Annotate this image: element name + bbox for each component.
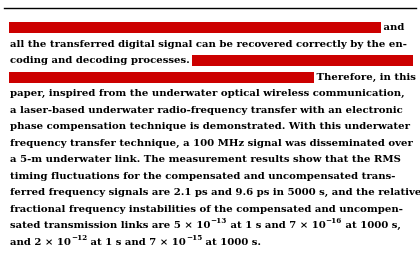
Text: coding and decoding processes.: coding and decoding processes. <box>10 56 193 65</box>
Text: at 1 s and 7 × 10: at 1 s and 7 × 10 <box>87 238 186 247</box>
Text: ferred frequency signals are 2.1 ps and 9.6 ps in 5000 s, and the relative: ferred frequency signals are 2.1 ps and … <box>10 188 420 197</box>
Text: −12: −12 <box>71 233 87 242</box>
Text: however, the timing/phase delay should be corrected.: however, the timing/phase delay should b… <box>10 73 313 82</box>
Text: −15: −15 <box>186 233 202 242</box>
Text: −16: −16 <box>326 217 342 225</box>
Text: fractional frequency instabilities of the compensated and uncompen-: fractional frequency instabilities of th… <box>10 205 403 214</box>
Text: and 2 × 10: and 2 × 10 <box>10 238 71 247</box>
Text: frequency transfer technique, a 100 MHz signal was disseminated over: frequency transfer technique, a 100 MHz … <box>10 139 413 148</box>
Text: at 1 s and 7 × 10: at 1 s and 7 × 10 <box>227 221 326 230</box>
Text: phase compensation technique is demonstrated. With this underwater: phase compensation technique is demonstr… <box>10 122 410 131</box>
Text: −13: −13 <box>210 217 227 225</box>
Text: For the timing and frequency transfer,: For the timing and frequency transfer, <box>193 56 412 65</box>
Text: and: and <box>380 23 404 32</box>
Text: timing fluctuations for the compensated and uncompensated trans-: timing fluctuations for the compensated … <box>10 172 395 181</box>
Text: a 5-m underwater link. The measurement results show that the RMS: a 5-m underwater link. The measurement r… <box>10 155 401 164</box>
Text: paper, inspired from the underwater optical wireless communication,: paper, inspired from the underwater opti… <box>10 89 404 98</box>
Text: a laser-based underwater radio-frequency transfer with an electronic: a laser-based underwater radio-frequency… <box>10 106 403 115</box>
Text: at 1000 s,: at 1000 s, <box>342 221 401 230</box>
Text: sated transmission links are 5 × 10: sated transmission links are 5 × 10 <box>10 221 210 230</box>
Text: all the transferred digital signal can be recovered correctly by the en-: all the transferred digital signal can b… <box>10 40 407 49</box>
Text: at 1000 s.: at 1000 s. <box>202 238 261 247</box>
Text: Therefore, in this: Therefore, in this <box>313 73 416 82</box>
Text: delay attributed by the turbulence in the optical communication,: delay attributed by the turbulence in th… <box>10 23 380 32</box>
